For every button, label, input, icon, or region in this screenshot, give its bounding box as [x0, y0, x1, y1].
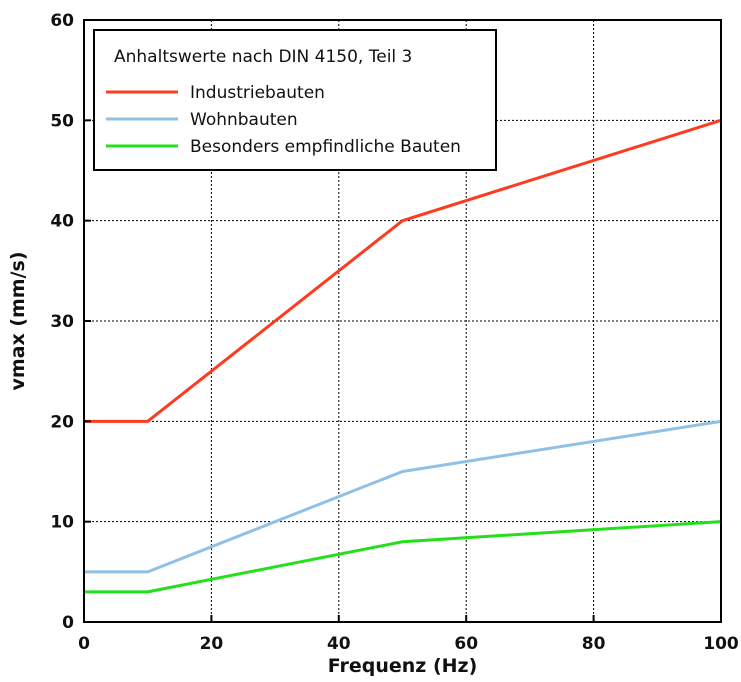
legend-label-3: Besonders empfindliche Bauten: [190, 137, 461, 157]
legend: Anhaltswerte nach DIN 4150, Teil 3 Indus…: [93, 29, 497, 171]
x-tick-label: 0: [78, 634, 90, 654]
legend-items: Industriebauten Wohnbauten Besonders empfi…: [106, 83, 461, 157]
y-tick-label: 30: [50, 312, 74, 332]
legend-label-2: Wohnbauten: [190, 110, 298, 130]
x-tick-label: 60: [454, 634, 478, 654]
axis-ticks: 0 20 40 60 80 100 0 10 20 30 40 50 60: [50, 11, 739, 654]
series-line-3: [84, 520, 722, 594]
x-tick-label: 20: [200, 634, 224, 654]
y-axis-title: vmax (mm/s): [7, 251, 29, 390]
x-tick-label: 80: [582, 634, 606, 654]
legend-title: Anhaltswerte nach DIN 4150, Teil 3: [114, 47, 412, 67]
legend-label-1: Industriebauten: [190, 83, 325, 103]
series-line-1: [84, 118, 722, 423]
y-tick-label: 40: [50, 212, 74, 232]
y-tick-label: 20: [50, 412, 74, 432]
y-tick-label: 0: [62, 613, 74, 633]
series-lines: [84, 118, 722, 594]
x-tick-label: 40: [327, 634, 351, 654]
y-tick-label: 60: [50, 11, 74, 31]
series-line-2: [84, 419, 722, 574]
x-tick-label: 100: [703, 634, 739, 654]
y-tick-label: 50: [50, 111, 74, 131]
x-axis-title: Frequenz (Hz): [328, 655, 478, 677]
y-tick-label: 10: [50, 513, 74, 533]
